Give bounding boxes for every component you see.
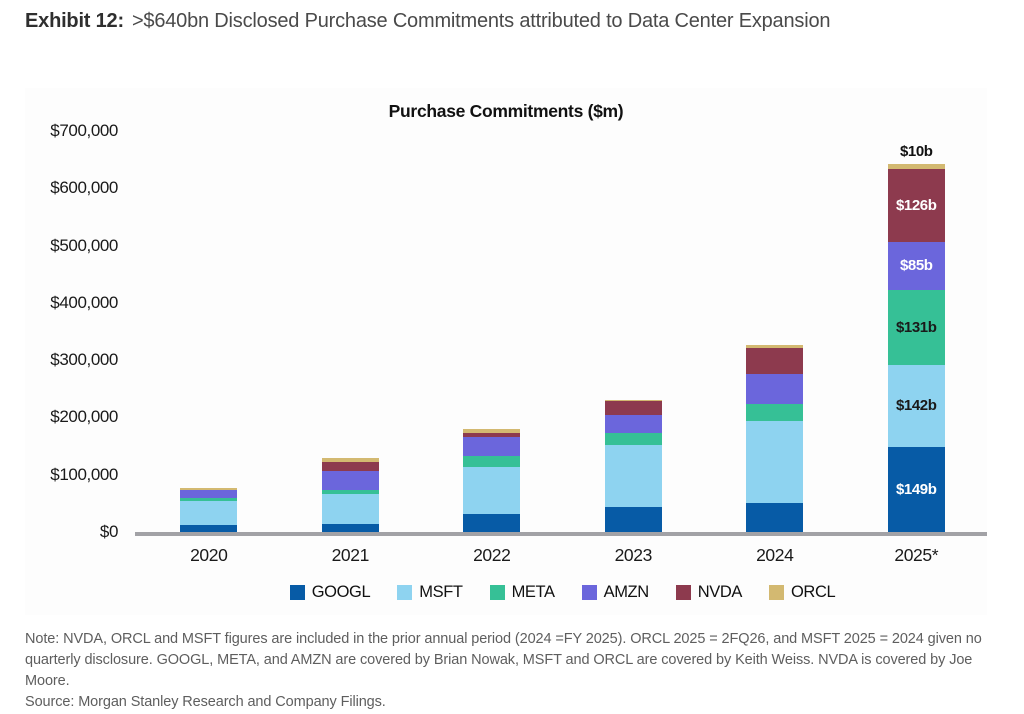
segment-value-label-above: $10b xyxy=(899,142,933,160)
bar-segment-MSFT-2021 xyxy=(321,494,379,524)
bar-segment-ORCL-2023 xyxy=(604,399,662,402)
bar-segment-META-2022 xyxy=(463,456,521,468)
exhibit-heading: Exhibit 12: >$640bn Disclosed Purchase Co… xyxy=(25,2,830,40)
legend-item-ORCL: ORCL xyxy=(769,583,836,602)
segment-value-label: $149b xyxy=(895,480,937,498)
legend-label-AMZN: AMZN xyxy=(603,583,650,601)
x-axis-line xyxy=(135,532,987,536)
bar-segment-ORCL-2020 xyxy=(180,487,238,490)
bar-segment-AMZN-2021 xyxy=(321,471,379,491)
bar-segment-AMZN-2020 xyxy=(180,489,238,499)
legend-item-MSFT: MSFT xyxy=(397,583,463,602)
bar-segment-NVDA-2021 xyxy=(321,462,379,472)
y-tick-label: $700,000 xyxy=(50,121,118,140)
x-axis-label: 2023 xyxy=(614,545,653,565)
y-tick-label: $500,000 xyxy=(50,235,118,255)
exhibit-title-text: >$640bn Disclosed Purchase Commitments a… xyxy=(131,10,831,32)
legend-swatch-GOOGL xyxy=(289,585,305,600)
bar-segment-GOOGL-2022 xyxy=(463,514,521,532)
legend-item-NVDA: NVDA xyxy=(675,583,743,602)
bar-segment-NVDA-2023 xyxy=(604,401,662,415)
bar-segment-ORCL-2024 xyxy=(746,345,804,349)
note-text: Note: NVDA, ORCL and MSFT figures are in… xyxy=(25,631,982,690)
bar-segment-META-2020 xyxy=(180,498,238,502)
bar-segment-AMZN-2025*: $85b xyxy=(887,241,945,291)
chart-title: Purchase Commitments ($m) xyxy=(388,101,624,121)
x-axis-label: 2020 xyxy=(190,545,228,565)
segment-value-label: $142b xyxy=(895,397,937,415)
bar-segment-META-2023 xyxy=(604,433,662,446)
bar-segment-MSFT-2022 xyxy=(463,467,521,515)
legend-swatch-NVDA xyxy=(675,585,691,600)
bar-segment-NVDA-2022 xyxy=(463,432,521,438)
legend-label-META: META xyxy=(511,583,555,601)
bar-segment-GOOGL-2021 xyxy=(321,523,379,532)
bar-segment-META-2021 xyxy=(321,490,379,495)
legend-swatch-META xyxy=(489,585,505,600)
y-tick-label: $0 xyxy=(99,522,119,541)
legend-label-ORCL: ORCL xyxy=(791,583,836,601)
bar-segment-NVDA-2025*: $126b xyxy=(887,169,945,242)
legend-item-AMZN: AMZN xyxy=(581,583,650,602)
source-text: Source: Morgan Stanley Research and Comp… xyxy=(25,694,386,711)
legend-swatch-MSFT xyxy=(397,585,413,600)
y-tick-label: $200,000 xyxy=(50,407,118,427)
x-axis-label: 2025* xyxy=(894,545,939,565)
bar-segment-GOOGL-2025*: $149b xyxy=(887,446,945,532)
y-tick-label: $300,000 xyxy=(50,350,118,370)
chart-panel: Purchase Commitments ($m) $0 $100,000 $200… xyxy=(25,88,987,615)
legend-label-MSFT: MSFT xyxy=(419,583,463,601)
legend-label-NVDA: NVDA xyxy=(697,583,743,601)
legend-label-GOOGL: GOOGL xyxy=(311,583,371,601)
segment-value-label: $85b xyxy=(899,257,933,275)
bar-segment-MSFT-2024 xyxy=(746,421,804,503)
bar-segment-MSFT-2025*: $142b xyxy=(887,365,945,447)
y-tick-label: $600,000 xyxy=(50,178,118,198)
x-axis-label: 2021 xyxy=(331,545,370,565)
bar-segment-META-2025*: $131b xyxy=(887,290,945,366)
segment-value-label: $131b xyxy=(895,319,937,337)
bar-segment-ORCL-2025* xyxy=(887,163,945,170)
y-tick-label: $400,000 xyxy=(50,292,118,312)
bar-segment-AMZN-2024 xyxy=(746,374,804,404)
bar-segment-ORCL-2022 xyxy=(463,428,521,433)
x-axis-label: 2024 xyxy=(756,545,794,565)
footnote: Note: NVDA, ORCL and MSFT figures are in… xyxy=(25,629,1007,713)
bar-segment-AMZN-2023 xyxy=(604,414,662,434)
exhibit-number: Exhibit 12: xyxy=(25,10,124,32)
legend-swatch-AMZN xyxy=(581,585,597,600)
bar-segment-AMZN-2022 xyxy=(463,437,521,457)
x-axis-label: 2022 xyxy=(473,545,511,565)
y-tick-label: $100,000 xyxy=(50,464,118,484)
legend-swatch-ORCL xyxy=(769,585,784,600)
bar-segment-MSFT-2020 xyxy=(180,501,238,526)
segment-value-label: $126b xyxy=(895,196,937,214)
legend-item-GOOGL: GOOGL xyxy=(289,583,371,602)
bar-segment-ORCL-2021 xyxy=(321,458,379,463)
bar-segment-META-2024 xyxy=(746,403,804,422)
legend: GOOGL MSFT META AMZN NVDA ORCL xyxy=(138,583,987,602)
bar-segment-GOOGL-2023 xyxy=(604,506,662,532)
bar-segment-GOOGL-2024 xyxy=(746,502,804,532)
bar-segment-GOOGL-2020 xyxy=(180,525,238,532)
bar-segment-MSFT-2023 xyxy=(604,445,662,507)
legend-item-META: META xyxy=(489,583,555,602)
bar-segment-NVDA-2024 xyxy=(746,348,804,375)
